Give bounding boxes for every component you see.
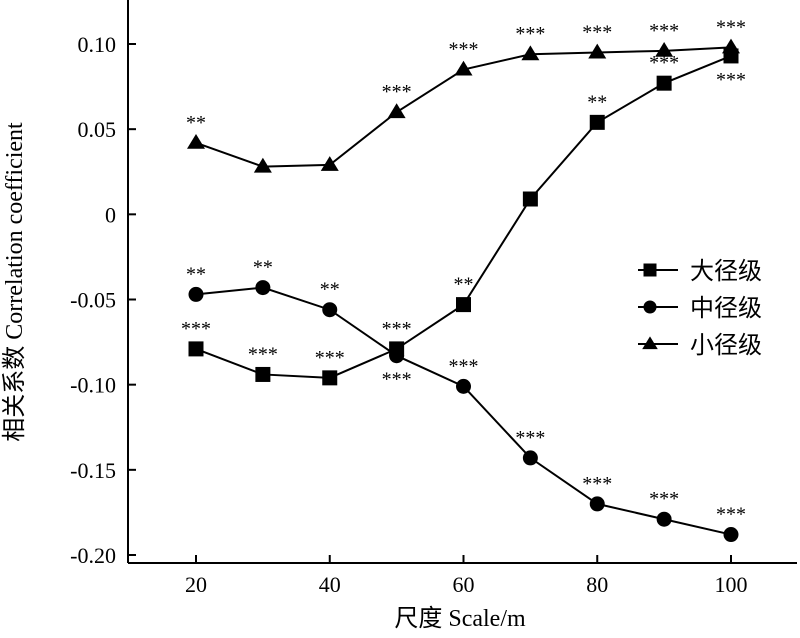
x-tick-label: 20 bbox=[185, 572, 207, 597]
significance-label: ** bbox=[186, 263, 206, 285]
data-point bbox=[456, 297, 471, 313]
data-point bbox=[655, 41, 674, 57]
y-tick-label: 0.05 bbox=[78, 117, 117, 142]
significance-label: *** bbox=[382, 318, 412, 340]
series-square bbox=[188, 48, 739, 386]
significance-label: *** bbox=[649, 52, 679, 74]
significance-label: *** bbox=[649, 20, 679, 42]
significance-label: *** bbox=[716, 16, 746, 38]
legend-item: 小径级 bbox=[638, 331, 762, 359]
series-layer bbox=[187, 38, 740, 543]
significance-label: *** bbox=[515, 23, 545, 45]
data-point bbox=[389, 348, 405, 364]
data-point bbox=[589, 496, 605, 512]
significance-label: *** bbox=[248, 343, 278, 365]
data-point bbox=[522, 450, 538, 466]
y-tick-label: 0.10 bbox=[78, 32, 117, 57]
significance-label: *** bbox=[582, 473, 612, 495]
significance-label: *** bbox=[181, 318, 211, 340]
data-point bbox=[656, 75, 672, 91]
significance-label: *** bbox=[716, 504, 746, 526]
legend-item: 大径级 bbox=[638, 257, 762, 285]
data-point bbox=[255, 280, 271, 296]
significance-label: ** bbox=[587, 91, 607, 113]
y-tick-label: -0.05 bbox=[70, 288, 116, 313]
data-point bbox=[589, 114, 605, 130]
data-point bbox=[656, 511, 672, 527]
legend-marker bbox=[643, 300, 657, 314]
data-point bbox=[588, 43, 607, 59]
data-point bbox=[320, 156, 339, 171]
x-tick-label: 40 bbox=[319, 572, 341, 597]
data-point bbox=[387, 103, 406, 119]
significance-label: *** bbox=[649, 488, 679, 510]
legend-label: 小径级 bbox=[690, 331, 762, 359]
data-point bbox=[521, 45, 540, 61]
significance-label: ** bbox=[253, 257, 273, 279]
axes: 0.10 0.05 0 -0.05 -0.10 -0.15 -0.20 20 40 60 80 100 bbox=[70, 0, 797, 597]
legend-label: 中径级 bbox=[690, 294, 762, 322]
significance-label: ** bbox=[454, 274, 474, 296]
significance-label: *** bbox=[582, 22, 612, 44]
significance-labels: ****** ****************** ****************… bbox=[181, 16, 746, 525]
data-point bbox=[723, 527, 739, 543]
series-triangle bbox=[187, 38, 740, 173]
y-tick-label: 0 bbox=[105, 202, 116, 227]
legend-marker bbox=[642, 336, 658, 350]
significance-label: *** bbox=[716, 69, 746, 91]
x-tick-label: 60 bbox=[453, 572, 475, 597]
data-point bbox=[322, 302, 338, 318]
legend-item: 中径级 bbox=[638, 294, 762, 322]
y-tick-label: -0.15 bbox=[70, 458, 116, 483]
y-tick-label: -0.20 bbox=[70, 543, 116, 568]
significance-label: *** bbox=[515, 427, 545, 449]
data-point bbox=[722, 38, 740, 54]
significance-label: *** bbox=[382, 81, 412, 103]
significance-label: *** bbox=[449, 39, 479, 61]
data-point bbox=[454, 60, 473, 76]
data-point bbox=[188, 286, 204, 302]
significance-label: ** bbox=[186, 112, 206, 134]
data-point bbox=[188, 341, 204, 357]
legend-label: 大径级 bbox=[690, 257, 762, 285]
significance-label: *** bbox=[315, 347, 345, 369]
x-tick-label: 80 bbox=[586, 572, 608, 597]
y-axis-title: 相关系数 Correlation coefficient bbox=[1, 122, 28, 442]
series-circle bbox=[188, 280, 739, 543]
data-point bbox=[522, 191, 538, 207]
x-axis-title: 尺度 Scale/m bbox=[394, 605, 526, 632]
data-point bbox=[322, 370, 338, 386]
data-point bbox=[255, 366, 271, 382]
data-point bbox=[253, 157, 272, 173]
data-point bbox=[456, 378, 471, 394]
data-point bbox=[187, 133, 205, 149]
significance-label: *** bbox=[449, 355, 479, 377]
y-tick-label: -0.10 bbox=[70, 373, 116, 398]
x-tick-label: 100 bbox=[715, 572, 748, 597]
significance-label: ** bbox=[320, 279, 340, 301]
legend-marker bbox=[643, 263, 657, 277]
significance-label: *** bbox=[382, 369, 412, 391]
series-line bbox=[195, 54, 732, 379]
